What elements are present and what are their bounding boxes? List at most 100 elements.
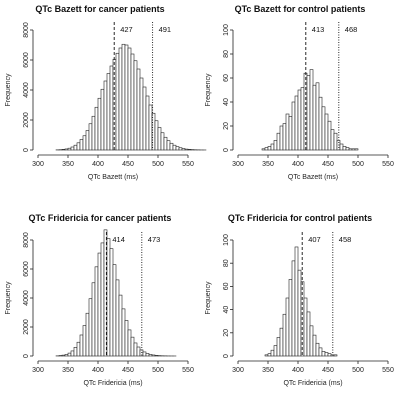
histogram-bar [73,347,78,357]
histogram-bar [127,329,132,357]
histogram-panel-bazett-cancer: QTc Bazett for cancer patients 427 491 300 3… [5,4,207,181]
histogram-bar [106,73,111,151]
x-tick-label: 450 [122,161,134,168]
vline-label: 407 [308,235,321,244]
vline-label: 468 [345,25,358,34]
histogram-bar [82,135,87,151]
histogram-bar [273,345,278,357]
vline-label: 414 [112,235,125,244]
histogram-bar [61,354,66,357]
histogram-bar [309,325,314,357]
histogram-bar [76,341,81,357]
y-tick-label: 100 [223,24,230,36]
histogram-bar [100,88,105,151]
histogram-bar [91,115,96,151]
x-tick-label: 400 [92,367,104,374]
histogram-bar [103,80,108,151]
x-tick-label: 550 [382,367,394,374]
histogram-bar [79,334,84,357]
histogram-bar [285,297,290,357]
histogram-bar [354,148,359,151]
histogram-bar [73,144,78,151]
x-tick-label: 350 [262,161,274,168]
histogram-bar [145,95,150,151]
histogram-bar [133,342,138,357]
histogram-bar [181,148,186,151]
histogram-bar [348,148,353,151]
histogram-bar [115,279,120,357]
histogram-bar [345,147,350,151]
x-tick-label: 300 [32,367,44,374]
histogram-bar [318,347,323,357]
x-tick-label: 350 [62,367,74,374]
x-axis-label: QTc Bazett (ms) [288,174,338,181]
histogram-bar [97,252,102,357]
histogram-bar [315,82,320,151]
x-axis-label: QTc Fridericia (ms) [283,380,342,387]
histogram-bar [303,297,308,357]
histogram-bar [288,279,293,357]
x-tick-label: 300 [232,367,244,374]
histogram-bar [112,264,117,357]
histogram-bar [145,353,150,357]
histogram-bar [288,116,293,151]
histogram-bar [187,149,192,151]
histogram-bar [136,68,141,151]
histogram-bar [148,354,153,357]
y-tick-label: 80 [223,259,230,267]
x-tick-label: 400 [92,161,104,168]
histogram-bar [109,65,114,151]
histogram-bar [279,125,284,151]
y-axis-label: Frequency [205,281,212,315]
histogram-bar [261,148,266,151]
histogram-bar [327,353,332,357]
y-axis-label: Frequency [205,73,212,107]
histogram-bar [285,113,290,151]
x-tick-label: 300 [232,161,244,168]
histogram-bar [330,129,335,151]
y-tick-label: 0 [223,354,230,358]
histogram-bar [115,52,120,151]
histogram-bar [264,147,269,151]
x-tick-label: 350 [262,367,274,374]
histogram-bar [133,60,138,151]
histogram-bar [351,148,356,151]
histogram-panel-bazett-control: QTc Bazett for control patients 413 468 300… [205,4,394,181]
histogram-bar [306,75,311,151]
histogram-bar [151,354,156,357]
histogram-bar [342,146,347,151]
histogram-bar [327,120,332,151]
histogram-bar [300,87,305,151]
x-tick-label: 500 [352,161,364,168]
y-tick-label: 0 [23,354,30,358]
histogram-bar [88,298,93,357]
histogram-bar [100,242,105,357]
histogram-bar [339,143,344,151]
chart-title: QTc Fridericia for cancer patients [29,213,172,223]
histogram-bar [121,43,126,151]
y-axis-label: Frequency [5,73,12,107]
histogram-bar [163,136,168,151]
histogram-bar [297,89,302,151]
y-tick-label: 0 [23,148,30,152]
histogram-bar [154,355,159,357]
histogram-bar [118,47,123,151]
histogram-bar [70,146,75,151]
histogram-bar [282,123,287,151]
histogram-bar [315,342,320,357]
histogram-bar [172,144,177,151]
histogram-bar [109,248,114,357]
histogram-bar [169,142,174,151]
y-tick-label: 20 [223,329,230,337]
histogram-bar [130,336,135,357]
histogram-bar [91,282,96,357]
histogram-bar [294,246,299,357]
histogram-bar [291,101,296,151]
x-tick-label: 300 [32,161,44,168]
y-tick-label: 100 [223,234,230,246]
histogram-bar [297,269,302,357]
histogram-bar [306,311,311,357]
x-tick-label: 350 [62,161,74,168]
vline-label: 491 [159,25,172,34]
histogram-bar [88,123,93,151]
